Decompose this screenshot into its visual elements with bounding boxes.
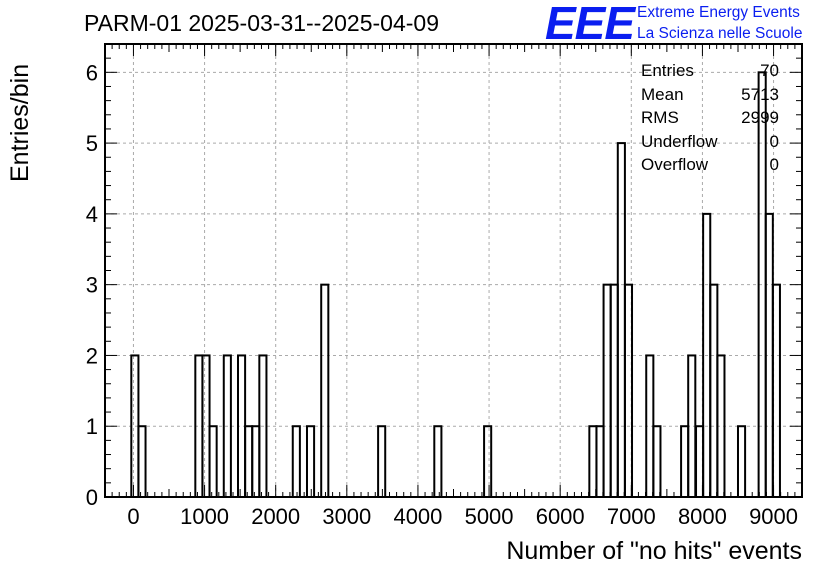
histogram-bin [377, 425, 387, 498]
histogram-bin [244, 425, 254, 498]
stat-value: 2999 [741, 108, 779, 127]
x-axis-label: Number of "no hits" events [506, 537, 802, 565]
y-tick-label: 0 [86, 485, 98, 510]
histogram-bin [588, 425, 598, 498]
histogram-bin [291, 425, 301, 498]
y-axis-label: Entries/bin [6, 63, 34, 182]
histogram-bin [736, 425, 747, 498]
stat-value: 70 [760, 61, 779, 80]
brand-line-1: Extreme Energy Events [637, 4, 800, 21]
x-tick-label: 2000 [251, 504, 300, 529]
histogram-bin [652, 425, 662, 498]
histogram-bin [616, 142, 626, 498]
stat-value: 5713 [741, 84, 779, 104]
stats-row-mean: Mean 5713 [641, 83, 779, 107]
histogram-bin [602, 283, 612, 498]
y-tick-label: 5 [86, 131, 98, 156]
histogram-bin [208, 425, 218, 498]
stats-box: Entries 70 Mean 5713 RMS 2999 Underflow … [641, 59, 779, 177]
x-tick-label: 6000 [536, 504, 585, 529]
stat-label: Mean [641, 84, 684, 104]
eee-logo: EEE [545, 0, 635, 49]
stat-value: 0 [769, 131, 779, 151]
histogram-bin [433, 425, 443, 498]
stats-row-overflow: Overflow 0 [641, 153, 779, 177]
x-tick-label: 3000 [322, 504, 371, 529]
histogram-bin [680, 425, 690, 498]
histogram-bin [709, 283, 719, 498]
x-tick-label: 7000 [607, 504, 656, 529]
x-tick-label: 5000 [465, 504, 514, 529]
histogram-bin [137, 425, 147, 498]
histogram-bin [320, 283, 330, 498]
stats-row-rms: RMS 2999 [641, 106, 779, 130]
stat-label: Underflow [641, 131, 718, 151]
y-tick-label: 3 [86, 273, 98, 298]
y-tick-label: 2 [86, 343, 98, 368]
histogram-bin [595, 425, 605, 498]
histogram-bin [251, 425, 261, 498]
stats-row-entries: Entries 70 [641, 59, 779, 83]
y-tick-label: 6 [86, 60, 98, 85]
x-tick-label: 4000 [393, 504, 442, 529]
stats-row-underflow: Underflow 0 [641, 130, 779, 154]
stat-label: Entries [641, 61, 694, 80]
y-tick-label: 4 [86, 202, 98, 227]
x-tick-label: 1000 [180, 504, 229, 529]
stat-label: Overflow [641, 155, 709, 174]
x-tick-label: 0 [127, 504, 139, 529]
y-tick-label: 1 [86, 414, 98, 439]
chart-title: PARM-01 2025-03-31--2025-04-09 [84, 10, 439, 36]
x-tick-label: 9000 [749, 504, 798, 529]
x-tick-label: 8000 [678, 504, 727, 529]
histogram-bin [609, 283, 619, 498]
histogram-bin [483, 425, 493, 498]
brand-line-2: La Scienza nelle Scuole [637, 25, 803, 42]
histogram-bin [305, 425, 316, 498]
stat-label: RMS [641, 108, 679, 127]
stat-value: 0 [769, 155, 779, 174]
